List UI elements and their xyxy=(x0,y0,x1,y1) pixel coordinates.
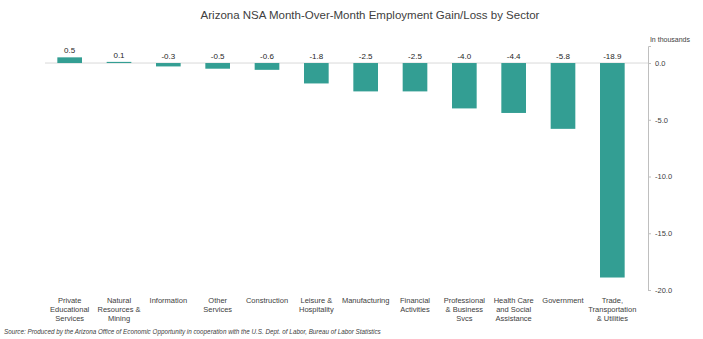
bar xyxy=(452,63,477,108)
bar xyxy=(403,63,428,91)
y-tick-label: -10.0 xyxy=(655,172,672,181)
x-tick: Trade,Transportation& Utilities xyxy=(588,292,636,323)
y-tick-mark xyxy=(648,233,651,234)
x-tick: FinancialActivities xyxy=(400,292,430,314)
y-tick-mark xyxy=(648,177,651,178)
data-label: 0.1 xyxy=(113,51,125,60)
x-tick-label-line: Manufacturing xyxy=(342,296,390,305)
x-tick-label-line: & Utilities xyxy=(597,314,629,323)
y-tick-label: -20.0 xyxy=(655,286,672,295)
y-tick-label: -5.0 xyxy=(655,116,668,125)
x-tick-label: OtherServices xyxy=(203,296,232,314)
data-label: -4.0 xyxy=(457,52,471,61)
x-tick-label-line: Construction xyxy=(246,296,288,305)
x-tick-label: Health Careand SocialAssistance xyxy=(494,296,534,322)
bar xyxy=(600,63,625,277)
x-tick-label-line: Assistance xyxy=(496,314,532,323)
y-tick: -10.0 xyxy=(648,172,672,181)
y-tick-mark xyxy=(648,63,651,64)
x-tick: Manufacturing xyxy=(342,292,390,305)
y-tick-mark xyxy=(648,120,651,121)
x-tick: NaturalResources &Mining xyxy=(98,292,141,323)
x-tick: Information xyxy=(150,292,188,305)
bar xyxy=(304,63,329,83)
x-tick-label: Trade,Transportation& Utilities xyxy=(588,296,636,322)
source-note: Source: Produced by the Arizona Office o… xyxy=(4,328,382,336)
bar xyxy=(205,63,230,69)
x-tick-label-line: Hospitality xyxy=(299,305,334,314)
x-tick-label-line: Information xyxy=(150,296,188,305)
data-label: -0.5 xyxy=(211,52,225,61)
y-tick: 0.0 xyxy=(648,59,665,68)
x-tick: Professional& BusinessSvcs xyxy=(444,292,486,323)
y-tick-label: -15.0 xyxy=(655,229,672,238)
x-tick-label: NaturalResources &Mining xyxy=(98,296,141,322)
bar xyxy=(255,63,280,70)
x-tick: PrivateEducationalServices xyxy=(50,292,90,323)
y-tick: -5.0 xyxy=(648,116,668,125)
bar xyxy=(551,63,576,129)
x-tick-label-line: Government xyxy=(542,296,584,305)
bar xyxy=(156,63,181,66)
chart: Arizona NSA Month-Over-Month Employment … xyxy=(0,0,703,339)
x-tick-label: FinancialActivities xyxy=(400,296,430,314)
data-label: -2.5 xyxy=(359,52,373,61)
data-label: -18.9 xyxy=(603,52,622,61)
x-tick-label-line: Svcs xyxy=(456,314,473,323)
data-label: 0.5 xyxy=(64,46,76,55)
data-label: -5.8 xyxy=(556,52,570,61)
data-label: -1.8 xyxy=(309,52,323,61)
y-tick: -15.0 xyxy=(648,229,672,238)
bar xyxy=(353,63,378,91)
x-tick-label-line: Services xyxy=(55,314,84,323)
x-tick-label: Leisure &Hospitality xyxy=(299,296,334,314)
bars xyxy=(57,57,624,277)
x-tick-label: Construction xyxy=(246,296,288,305)
x-tick-label-line: Services xyxy=(203,305,232,314)
y-axis: 0.0 -5.0 -10.0 -15.0 -20.0 xyxy=(648,47,672,295)
data-label: -0.6 xyxy=(260,52,274,61)
x-tick-label: PrivateEducationalServices xyxy=(50,296,90,322)
y-tick-label: 0.0 xyxy=(655,59,665,68)
x-tick: Health Careand SocialAssistance xyxy=(494,292,534,323)
data-label: -4.4 xyxy=(507,52,521,61)
bar xyxy=(57,57,82,63)
x-tick: OtherServices xyxy=(203,292,232,314)
data-label: -0.3 xyxy=(161,52,175,61)
x-tick-label-line: Activities xyxy=(400,305,430,314)
x-tick-label-line: Mining xyxy=(108,314,130,323)
x-tick-label: Manufacturing xyxy=(342,296,390,305)
x-tick: Construction xyxy=(246,292,288,305)
x-tick-label: Professional& BusinessSvcs xyxy=(444,296,486,322)
y-axis-line xyxy=(649,47,652,291)
y-tick: -20.0 xyxy=(648,286,672,295)
x-tick-label: Information xyxy=(150,296,188,305)
y-tick-mark xyxy=(648,290,651,291)
axis-unit-label: In thousands xyxy=(650,36,691,43)
bar xyxy=(501,63,526,113)
data-label: -2.5 xyxy=(408,52,422,61)
x-axis: PrivateEducationalServices NaturalResourc… xyxy=(50,292,636,323)
x-tick: Leisure &Hospitality xyxy=(299,292,334,314)
x-tick-label: Government xyxy=(542,296,584,305)
x-tick: Government xyxy=(542,292,584,305)
title: Arizona NSA Month-Over-Month Employment … xyxy=(201,9,540,21)
bar xyxy=(107,62,132,63)
